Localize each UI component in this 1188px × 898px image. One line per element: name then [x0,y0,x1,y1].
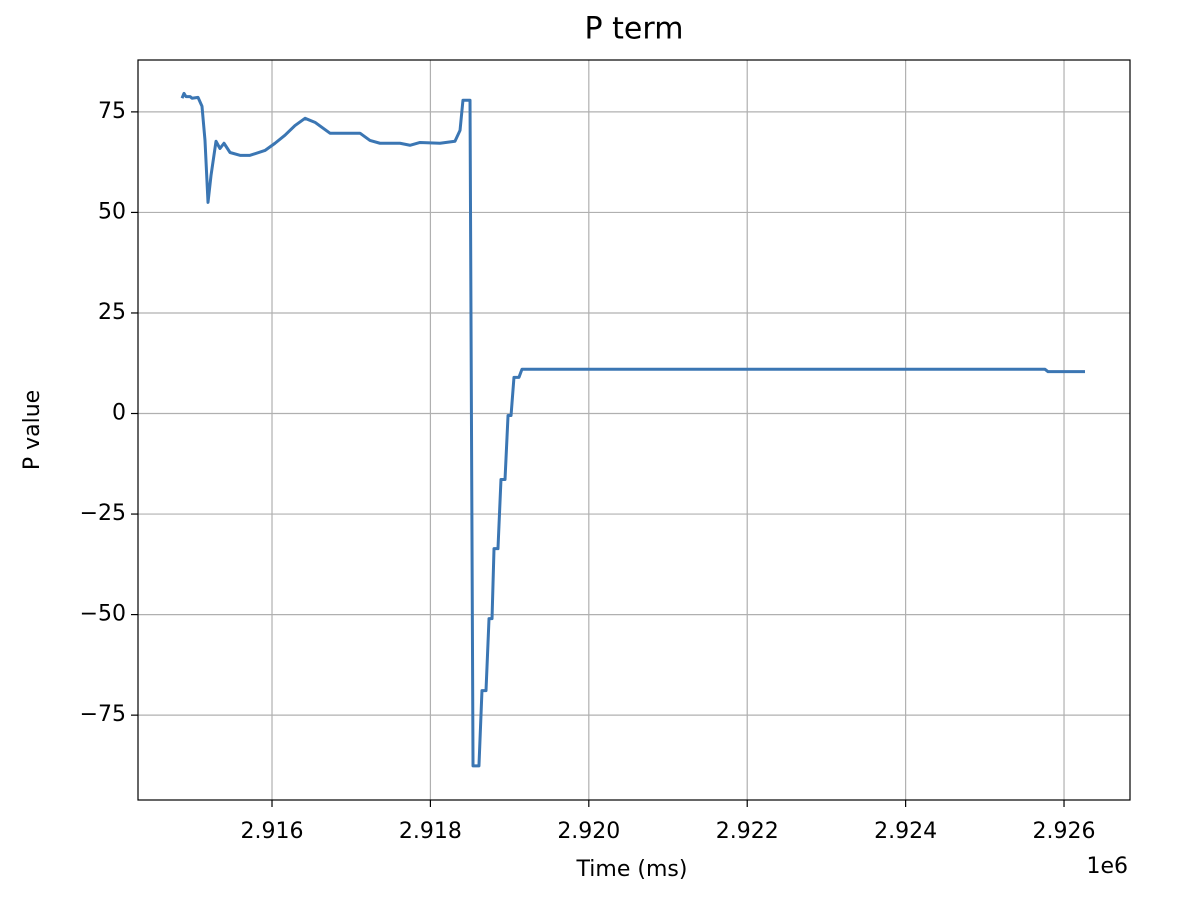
y-tick-label: 25 [98,300,126,325]
x-tick-label: 2.926 [1033,819,1096,844]
plot-frame [137,59,1131,801]
x-tick-label: 2.916 [241,819,304,844]
y-tick-label: −50 [80,602,126,627]
x-tick-label: 2.924 [874,819,937,844]
y-tick-label: −75 [80,702,126,727]
x-axis-label: Time (ms) [576,857,688,882]
y-tick-label: 50 [98,199,126,224]
y-tick-label: 75 [98,99,126,124]
y-tick-label: −25 [80,501,126,526]
y-axis-label: P value [20,390,45,470]
x-tick-label: 2.918 [399,819,462,844]
x-tick-label: 2.920 [557,819,620,844]
chart-title: P term [585,12,684,47]
x-offset-label: 1e6 [1086,854,1128,879]
data-line [180,91,1086,768]
y-tick-label: 0 [112,401,126,426]
x-tick-label: 2.922 [716,819,779,844]
